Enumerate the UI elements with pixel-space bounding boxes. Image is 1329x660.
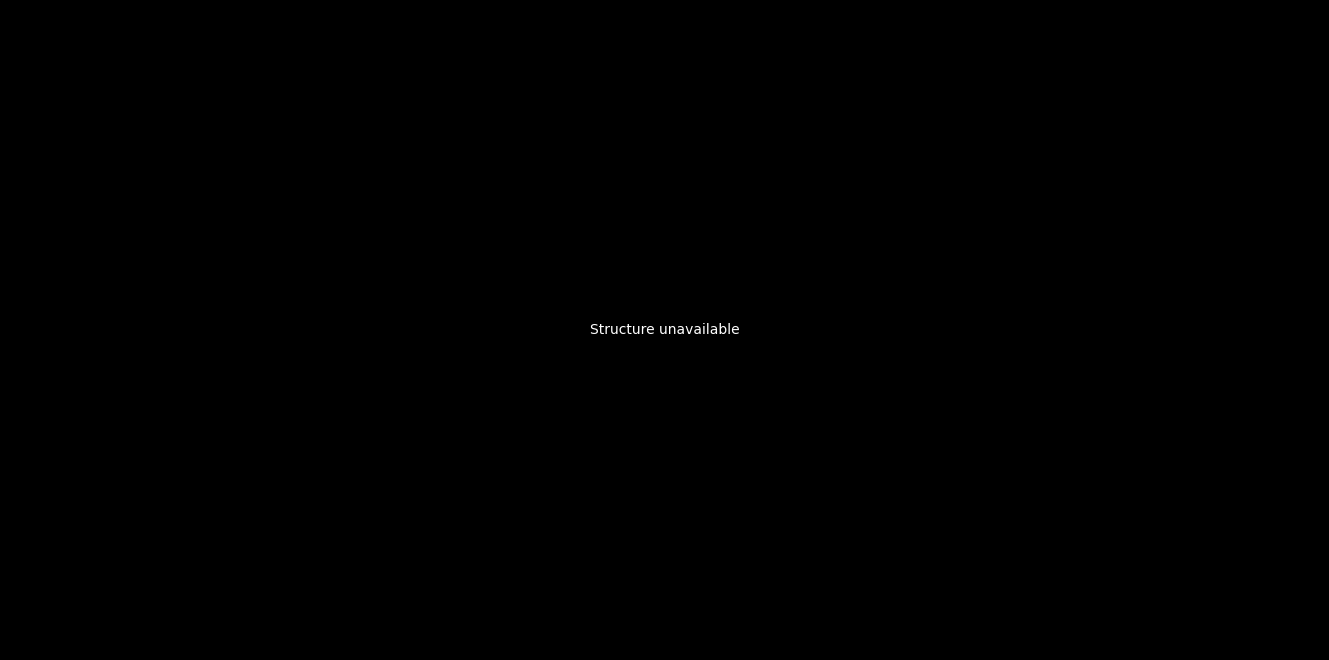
Text: Structure unavailable: Structure unavailable	[590, 323, 739, 337]
